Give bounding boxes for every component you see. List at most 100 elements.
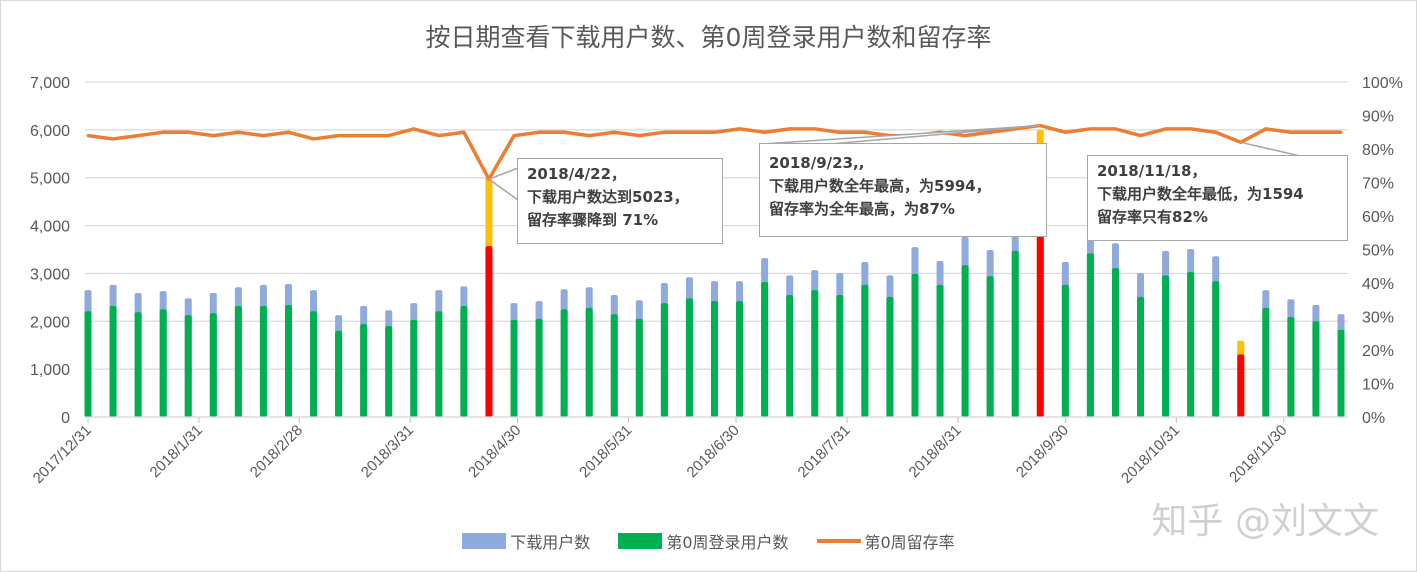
bar-logins [1086, 253, 1094, 417]
retention-point [662, 130, 666, 134]
bar-logins [1212, 281, 1220, 417]
bar-logins [1262, 307, 1270, 417]
x-tick-label: 2018/8/31 [906, 422, 965, 481]
retention-point [261, 134, 265, 138]
y-right-tick-label: 90% [1362, 109, 1394, 126]
retention-point [687, 130, 691, 134]
bar-logins [234, 305, 242, 417]
retention-point [211, 134, 215, 138]
retention-point [462, 130, 466, 134]
bar-logins [635, 318, 643, 417]
annotation-callout: 2018/4/22， 下载用户数达到5023， 留存率骤降到 71% [517, 158, 723, 244]
x-tick-label: 2018/9/30 [1013, 422, 1072, 481]
bar-logins [1111, 268, 1119, 417]
retention-point [1063, 130, 1067, 134]
bar-logins [460, 305, 468, 417]
retention-point [312, 137, 316, 141]
retention-point [713, 130, 716, 134]
retention-point [512, 134, 516, 138]
x-tick-label: 2018/3/31 [358, 422, 417, 481]
retention-point [412, 127, 416, 131]
annotation-line: 下载用户数全年最低，为1594 [1097, 185, 1304, 203]
bar-logins [1011, 250, 1019, 417]
y-left-tick-label: 3,000 [30, 266, 70, 283]
annotation-line: 2018/11/18， [1097, 162, 1207, 180]
bar-logins [660, 303, 668, 417]
x-tick-label: 2018/10/31 [1118, 422, 1183, 487]
x-tick-label: 2018/11/30 [1226, 422, 1290, 486]
y-left-tick-label: 0 [61, 410, 70, 427]
legend-item-retention[interactable]: 第0周留存率 [816, 529, 955, 553]
retention-point [1139, 134, 1143, 138]
bar-logins [811, 290, 819, 417]
x-tick-label: 2018/5/31 [576, 422, 635, 481]
retention-point [111, 137, 115, 141]
bar-logins [209, 313, 217, 417]
legend: 下载用户数 第0周登录用户数 第0周留存率 [0, 529, 1417, 553]
annotation-line: 留存率只有82% [1097, 208, 1208, 226]
bar-logins [886, 296, 894, 417]
bar-logins [1337, 329, 1345, 417]
retention-point [1314, 130, 1318, 134]
retention-point [286, 130, 290, 134]
bar-logins [410, 319, 418, 417]
retention-point [612, 130, 616, 134]
retention-point [387, 134, 391, 138]
bar-logins [786, 294, 794, 417]
y-right-tick-label: 60% [1362, 209, 1394, 226]
legend-swatch [816, 539, 861, 543]
bar-logins [385, 326, 393, 417]
y-left-tick-label: 5,000 [30, 171, 70, 188]
y-left-tick-label: 1,000 [30, 362, 70, 379]
bar-logins [84, 311, 92, 417]
y-left-tick-label: 4,000 [30, 219, 70, 236]
bar-logins [685, 298, 693, 417]
bar-logins [284, 305, 292, 417]
bar-logins [159, 309, 167, 417]
retention-point [738, 127, 742, 131]
bar-logins [335, 330, 343, 417]
bar-logins [485, 246, 493, 417]
y-left-tick-label: 2,000 [30, 314, 70, 331]
y-right-tick-label: 20% [1362, 343, 1394, 360]
bar-logins [1312, 321, 1320, 417]
legend-item-logins[interactable]: 第0周登录用户数 [618, 529, 789, 553]
watermark: 知乎 @刘文文 [1151, 501, 1379, 542]
legend-label: 第0周登录用户数 [666, 533, 789, 552]
bar-logins [610, 314, 618, 417]
bar-logins [1287, 316, 1295, 417]
retention-point [186, 130, 190, 134]
x-tick-label: 2018/2/28 [247, 422, 306, 481]
annotation-line: 2018/9/23,, [769, 154, 865, 172]
x-tick-label: 2018/1/31 [147, 422, 206, 481]
retention-point [337, 134, 341, 138]
retention-point [537, 130, 541, 134]
retention-point [863, 130, 867, 134]
retention-point [437, 134, 441, 138]
y-right-tick-label: 40% [1362, 276, 1394, 293]
bar-logins [585, 307, 593, 417]
bar-logins [1237, 354, 1245, 417]
annotation-line: 留存率骤降到 71% [527, 211, 659, 229]
bar-logins [560, 309, 568, 417]
bar-logins [134, 312, 142, 417]
y-left-tick-label: 6,000 [30, 123, 70, 140]
annotation-line: 下载用户数达到5023， [527, 188, 689, 206]
retention-point [362, 134, 366, 138]
y-right-tick-label: 80% [1362, 142, 1394, 159]
bar-logins [510, 319, 518, 417]
legend-item-downloads[interactable]: 下载用户数 [462, 529, 590, 553]
annotation-line: 下载用户数全年最高，为5994， [769, 177, 991, 195]
bar-logins [936, 284, 944, 417]
bar-logins [1137, 296, 1145, 417]
y-left-tick-label: 7,000 [30, 75, 70, 92]
x-tick-label: 2018/4/30 [465, 422, 524, 481]
legend-label: 下载用户数 [510, 533, 591, 552]
retention-point [788, 127, 792, 131]
retention-point [1214, 130, 1218, 134]
retention-point [562, 130, 566, 134]
retention-point [86, 134, 90, 138]
y-right-tick-label: 30% [1362, 310, 1394, 327]
y-right-tick-label: 10% [1362, 377, 1394, 394]
